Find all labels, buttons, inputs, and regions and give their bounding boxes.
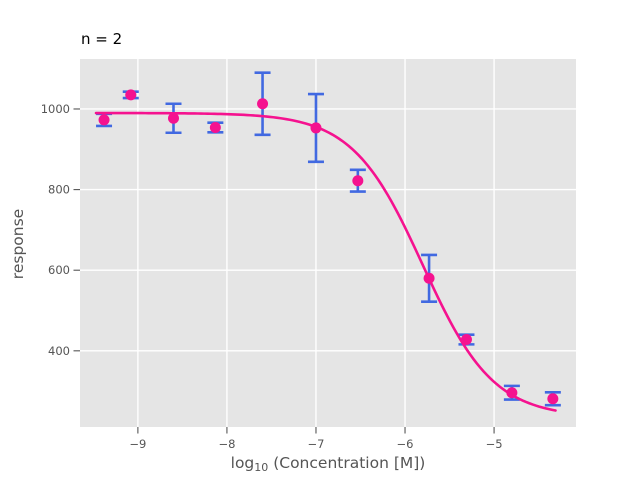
x-tick-label: −9 [129,437,146,451]
plot-panel [80,59,576,427]
y-tick-label: 800 [48,183,70,197]
data-point-marker [460,334,472,346]
data-point-marker [352,175,364,187]
y-axis-label: response [9,208,27,280]
x-axis-label: log10 (Concentration [M]) [80,454,576,474]
data-point-marker [125,89,137,101]
x-axis-label-log: log [230,454,255,472]
x-tick-label: −7 [308,437,325,451]
data-point-marker [423,272,435,284]
x-axis-label-subscript: 10 [254,461,269,474]
data-point-marker [209,122,221,134]
chart-title: n = 2 [81,30,123,48]
x-axis-label-rest: (Concentration [M]) [268,454,426,472]
data-point-marker [310,122,322,134]
x-tick-label: −6 [397,437,414,451]
y-tick-label: 400 [48,344,70,358]
y-tick-label: 600 [48,263,70,277]
data-point-marker [257,98,269,110]
x-tick-label: −5 [486,437,503,451]
data-point-marker [168,112,180,124]
y-tick-label: 1000 [41,102,70,116]
x-tick-label: −8 [218,437,235,451]
data-point-marker [98,114,110,126]
data-point-marker [506,387,518,399]
data-point-marker [547,393,559,405]
